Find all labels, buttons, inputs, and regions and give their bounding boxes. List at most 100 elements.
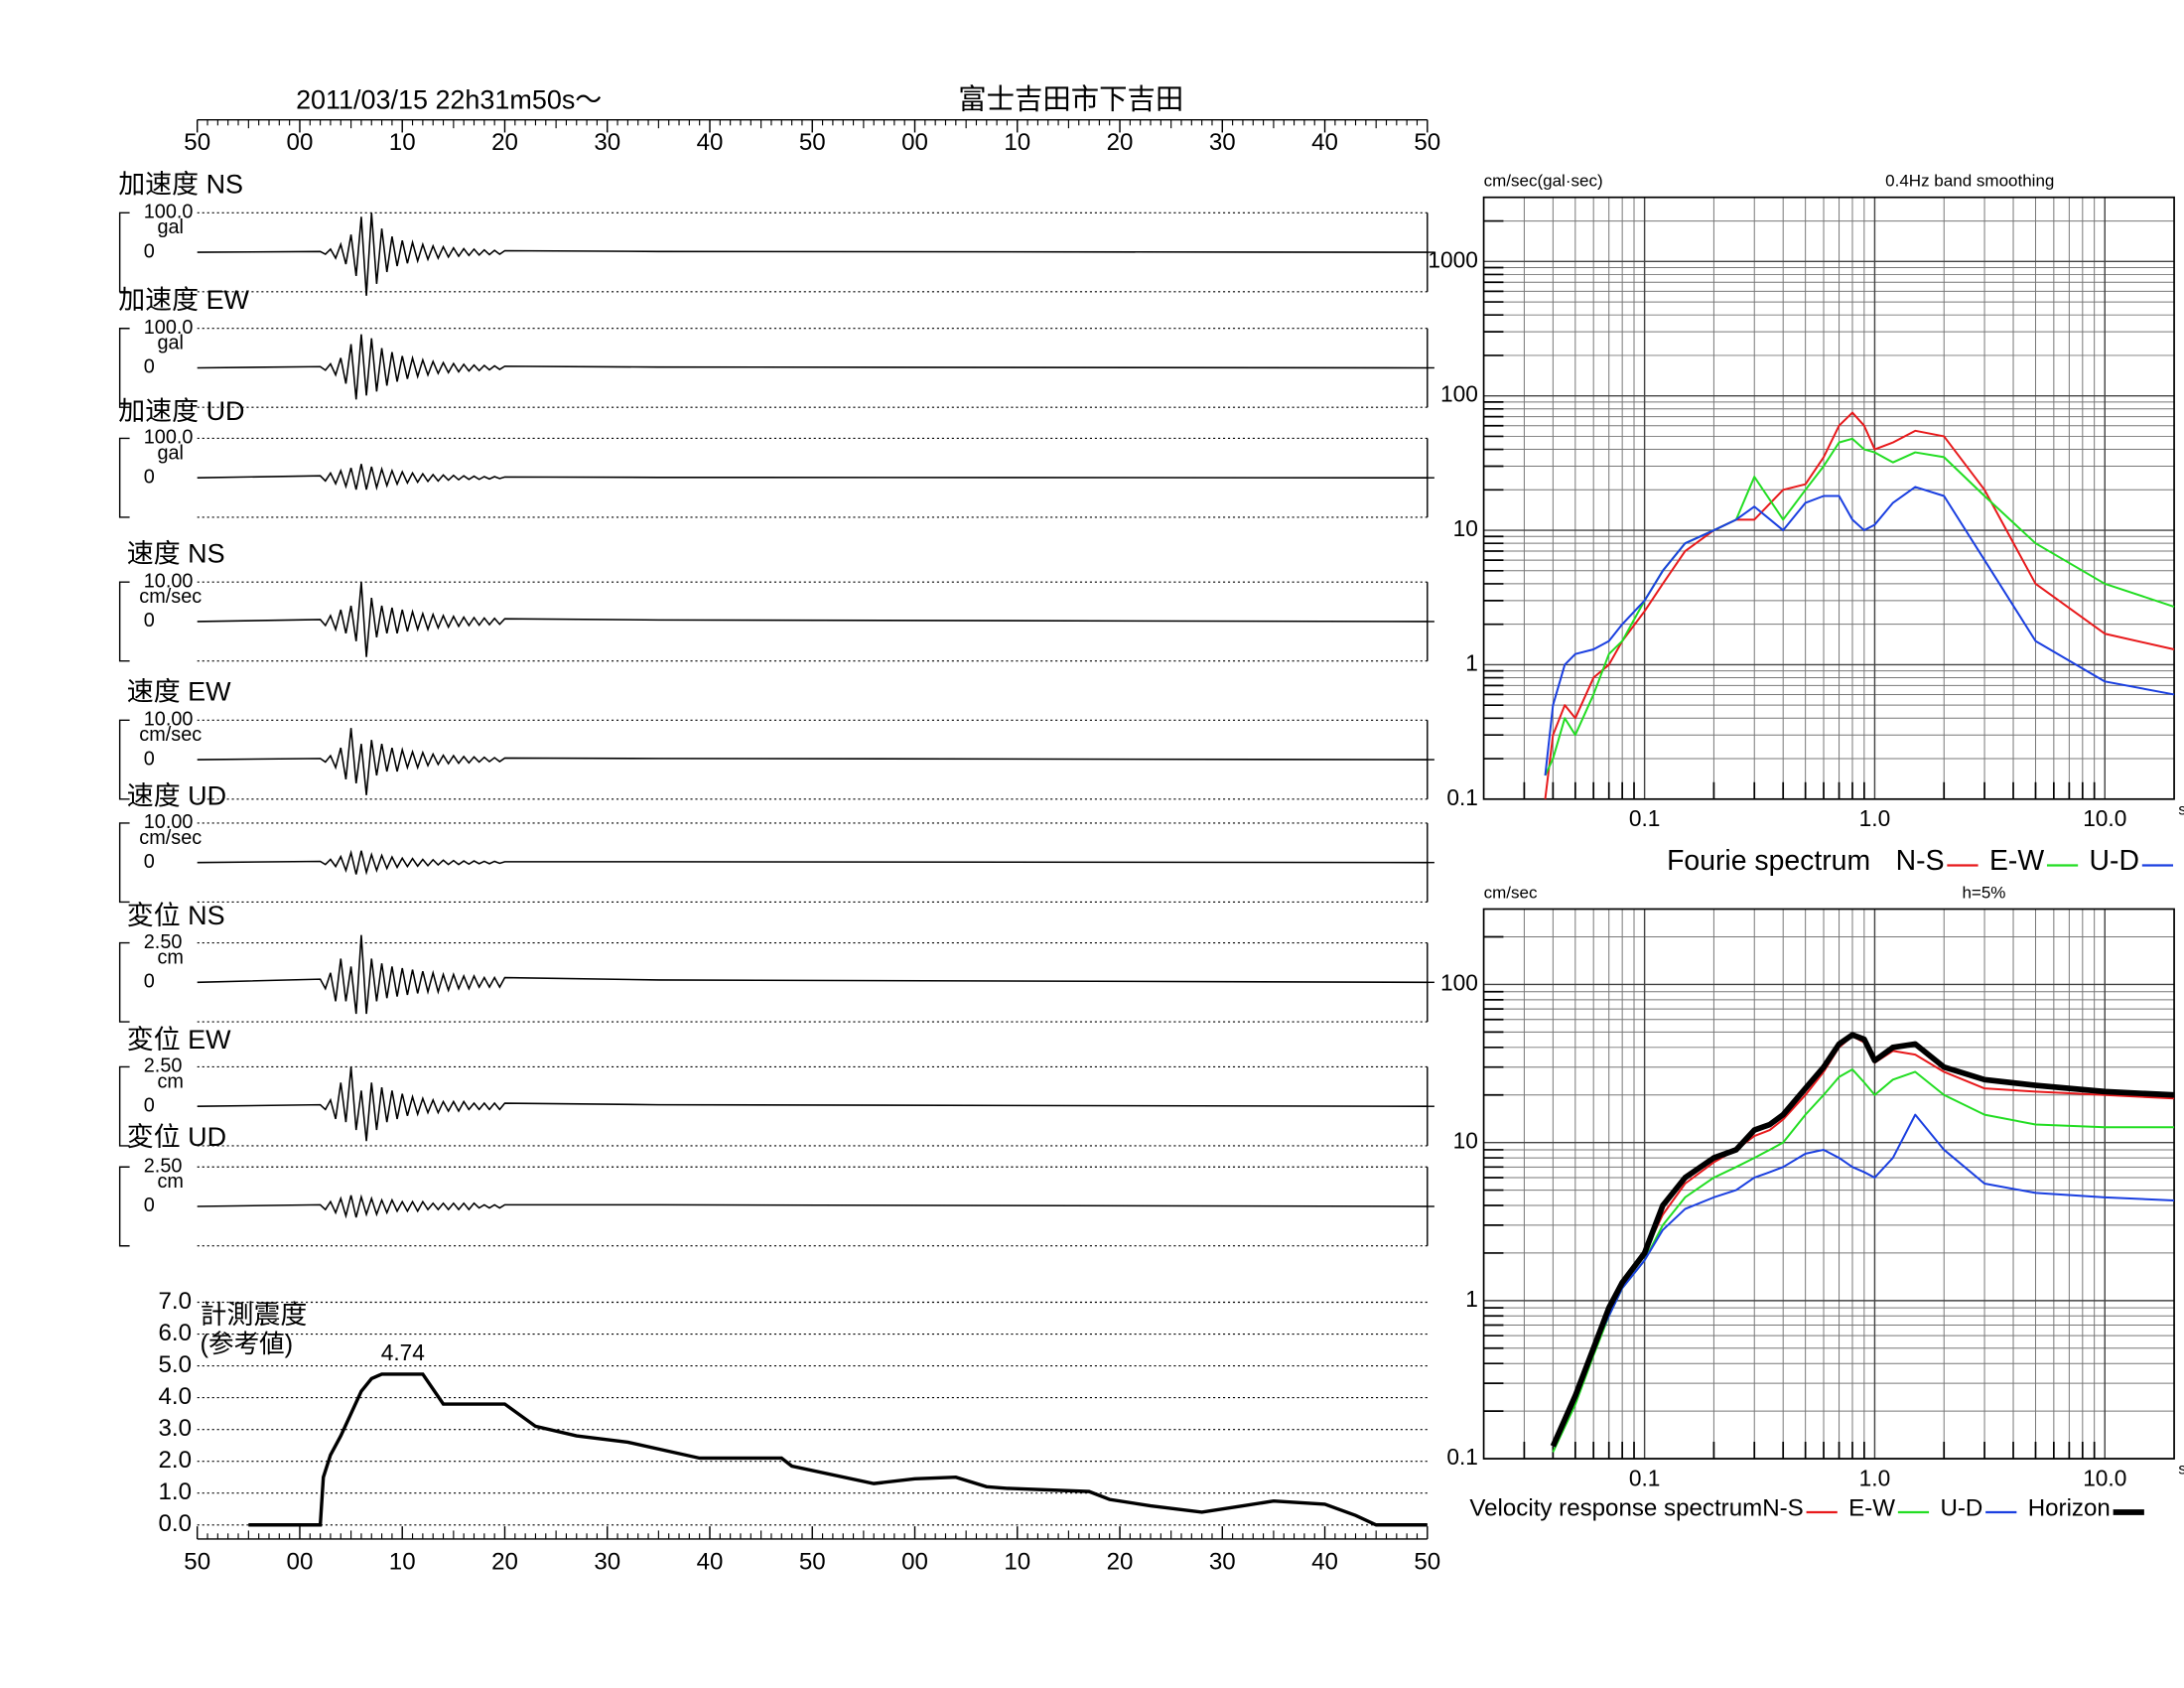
- panel-bracket: [118, 1166, 130, 1247]
- waveform-trace: [197, 849, 1428, 876]
- panel-label: 加速度 EW: [118, 285, 249, 315]
- spectrum-line: [1550, 1032, 2175, 1448]
- unit-label: cm: [157, 1070, 183, 1092]
- legend-label: N-S: [1762, 1495, 1804, 1522]
- y-tick-label: 0.1: [1446, 784, 1478, 810]
- x-tick-label: 50: [799, 129, 826, 156]
- x-tick-label: 20: [1107, 129, 1134, 156]
- y-tick-label: 0.1: [1446, 1444, 1478, 1470]
- legend-label: E-W: [1989, 845, 2044, 877]
- legend-title: Fourie spectrum: [1667, 845, 1870, 877]
- peak-label: 4.74: [381, 1339, 425, 1365]
- zero-label: 0: [144, 466, 155, 488]
- x-tick-label: 30: [1209, 1548, 1236, 1575]
- intensity-subtitle: (参考値): [201, 1331, 294, 1358]
- x-tick-label: 00: [901, 1548, 928, 1575]
- zero-label: 0: [144, 1195, 155, 1216]
- panel-bracket: [118, 822, 130, 904]
- x-tick-label: 30: [1209, 129, 1236, 156]
- waveform-trace: [197, 582, 1428, 657]
- panel-label: 速度 UD: [127, 780, 226, 810]
- legend-label: Horizon: [2028, 1495, 2111, 1522]
- scale-label: 100.0: [144, 317, 194, 339]
- waveform-trace: [197, 728, 1428, 795]
- y-tick-label: 5.0: [159, 1351, 193, 1378]
- panel-label: 変位 NS: [127, 901, 225, 930]
- y-tick-label: 6.0: [159, 1320, 193, 1346]
- panel-bracket: [118, 719, 130, 800]
- spectrum-line: [1544, 437, 2175, 776]
- panel-bracket: [118, 211, 130, 293]
- unit-label: gal: [157, 442, 184, 464]
- waveform-trace: [197, 212, 1428, 296]
- x-tick-label: 10: [389, 129, 416, 156]
- waveform-trace: [197, 464, 1428, 492]
- scale-label: 100.0: [144, 427, 194, 449]
- plot-frame: [1482, 196, 2175, 800]
- y-tick-label: 3.0: [159, 1415, 193, 1442]
- y-tick-label: 10: [1453, 1128, 1478, 1154]
- zero-label: 0: [144, 356, 155, 378]
- panel-label: 変位 EW: [127, 1025, 231, 1055]
- legend-label: U-D: [2090, 845, 2139, 877]
- panel-bracket: [118, 1065, 130, 1147]
- y-tick-label: 1: [1465, 1286, 1478, 1312]
- x-tick-label: 10.0: [2083, 1465, 2126, 1490]
- y-tick-label: 4.0: [159, 1383, 193, 1410]
- x-tick-label: 30: [594, 129, 620, 156]
- y-tick-label: 1: [1465, 649, 1478, 675]
- scale-label: 10.00: [144, 570, 194, 592]
- panel-label: 変位 UD: [127, 1122, 226, 1152]
- waveform-trace: [197, 334, 1428, 400]
- zero-label: 0: [144, 851, 155, 873]
- zero-label: 0: [144, 240, 155, 262]
- waveform-trace: [197, 934, 1428, 1015]
- x-tick-label: 40: [1311, 1548, 1338, 1575]
- intensity-line: [248, 1372, 1428, 1527]
- x-tick-label: 20: [1107, 1548, 1134, 1575]
- panel-label: 速度 EW: [127, 676, 231, 706]
- y-tick-label: 7.0: [159, 1288, 193, 1315]
- unit-label: gal: [157, 333, 184, 354]
- x-tick-label: 00: [287, 129, 314, 156]
- plot-frame: [1482, 908, 2175, 1460]
- x-tick-label: 10: [1004, 129, 1030, 156]
- panel-label: 速度 NS: [127, 538, 225, 568]
- scale-label: 2.50: [144, 1055, 183, 1077]
- x-tick-label: 50: [1414, 1548, 1440, 1575]
- panel-bracket: [118, 437, 130, 518]
- spectrum-line: [1552, 1113, 2175, 1447]
- x-tick-label: 0.1: [1629, 1465, 1661, 1490]
- x-tick-label: 10: [389, 1548, 416, 1575]
- unit-label: cm/sec: [139, 586, 202, 608]
- x-tick-label: 30: [594, 1548, 620, 1575]
- panel-bracket: [118, 941, 130, 1023]
- spectrum-line: [1544, 486, 2175, 776]
- y-tick-label: 1000: [1428, 246, 1477, 272]
- y-tick-label: 100: [1440, 969, 1478, 995]
- x-tick-label: 1.0: [1859, 1465, 1891, 1490]
- x-tick-label: 1.0: [1859, 805, 1891, 831]
- x-tick-label: 0.1: [1629, 805, 1661, 831]
- panel-label: 加速度 NS: [118, 169, 243, 199]
- plot-note: 0.4Hz band smoothing: [1885, 172, 2054, 191]
- unit-label: cm: [157, 1171, 183, 1193]
- unit-label: cm: [157, 946, 183, 968]
- panel-label: 加速度 UD: [118, 396, 244, 426]
- zero-label: 0: [144, 610, 155, 632]
- zero-label: 0: [144, 1094, 155, 1116]
- y-tick-label: 2.0: [159, 1447, 193, 1474]
- legend-label: N-S: [1896, 845, 1945, 877]
- panel-bracket: [118, 328, 130, 408]
- x-tick-label: 00: [901, 129, 928, 156]
- legend-label: E-W: [1848, 1495, 1895, 1522]
- y-axis-label: cm/sec(gal·sec): [1484, 172, 1603, 191]
- x-tick-label: 50: [1414, 129, 1440, 156]
- station-name: 富士吉田市下吉田: [958, 84, 1183, 116]
- x-tick-label: 40: [1311, 129, 1338, 156]
- chart-title: 2011/03/15 22h31m50s〜: [296, 84, 602, 114]
- x-tick-label: 10.0: [2083, 805, 2126, 831]
- x-tick-label: 10: [1004, 1548, 1030, 1575]
- x-tick-label: 40: [697, 1548, 724, 1575]
